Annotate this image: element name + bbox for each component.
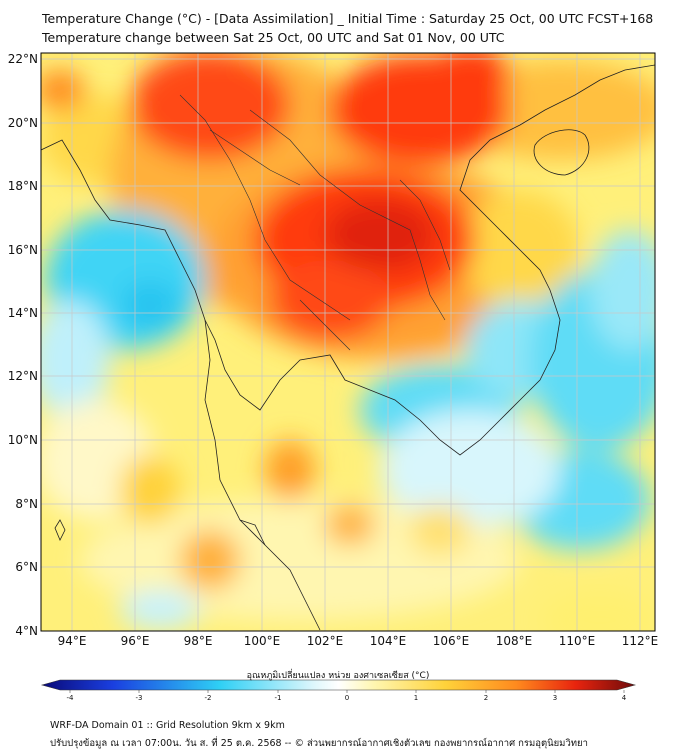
map-title-line-2: Temperature change between Sat 25 Oct, 0… [42,30,505,45]
colorbar: -4 -3 -2 -1 0 1 2 3 4 [40,679,637,702]
gridlines [41,53,655,631]
lon-tick-label: 100°E [244,634,281,648]
lat-tick-label: 6°N [15,560,38,574]
map-frame [40,52,656,632]
longitude-axis: 94°E 96°E 98°E 100°E 102°E 104°E 106°E 1… [58,634,659,648]
lat-tick-label: 12°N [8,369,38,383]
coastlines [41,64,655,631]
footer-model-info: WRF-DA Domain 01 :: Grid Resolution 9km … [50,720,285,731]
footer-credit: ปรับปรุงข้อมูล ณ เวลา 07:00น. วัน ส. ที่… [50,738,588,749]
lon-tick-label: 106°E [433,634,470,648]
lon-tick-label: 102°E [307,634,344,648]
temperature-field [41,53,655,631]
lon-tick-label: 108°E [496,634,533,648]
lon-tick-label: 98°E [184,634,213,648]
country-borders [179,94,451,351]
lat-tick-label: 4°N [15,624,38,638]
colorbar-tick: -4 [67,694,75,702]
colorbar-tick: 0 [345,694,349,702]
lat-tick-label: 20°N [8,116,38,130]
colorbar-tick: 1 [414,694,418,702]
latitude-axis: 22°N 20°N 18°N 16°N 14°N 12°N 10°N 8°N 6… [8,52,38,638]
lat-tick-label: 8°N [15,497,38,511]
colorbar-tick: 4 [622,694,627,702]
map-title-line-1: Temperature Change (°C) - [Data Assimila… [42,11,654,26]
lat-tick-label: 10°N [8,433,38,447]
colorbar-tick: -2 [205,694,212,702]
lon-tick-label: 104°E [370,634,407,648]
lat-tick-label: 16°N [8,243,38,257]
lat-tick-label: 14°N [8,306,38,320]
colorbar-bar [40,679,637,691]
lon-tick-label: 112°E [622,634,659,648]
lon-tick-label: 96°E [121,634,150,648]
lon-tick-label: 94°E [58,634,87,648]
colorbar-tick: -3 [136,694,143,702]
colorbar-tick: 3 [553,694,557,702]
colorbar-title: อุณหภูมิเปลี่ยนแปลง หน่วย องศาเซลเซียส (… [246,671,430,681]
colorbar-tick: 2 [484,694,488,702]
lon-tick-label: 110°E [559,634,596,648]
colorbar-tick: -1 [275,694,282,702]
lat-tick-label: 18°N [8,179,38,193]
lat-tick-label: 22°N [8,52,38,66]
